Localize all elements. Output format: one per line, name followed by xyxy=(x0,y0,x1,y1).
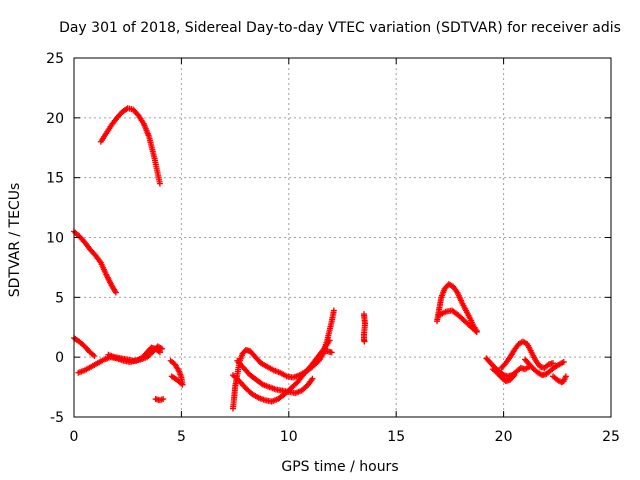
series-arc-3 xyxy=(71,335,98,359)
series-arc-7 xyxy=(167,357,186,388)
chart-title: Day 301 of 2018, Sidereal Day-to-day VTE… xyxy=(59,20,621,36)
series-arc-11 xyxy=(320,348,335,356)
data-point xyxy=(361,338,368,345)
series-arc-9 xyxy=(229,337,333,405)
series-arc-5 xyxy=(105,343,166,364)
data-point xyxy=(170,374,177,381)
y-tick-labels: -5 0 5 10 15 20 25 xyxy=(46,51,64,426)
series-arc-16 xyxy=(489,366,518,385)
data-point xyxy=(328,349,335,356)
series-arc-1 xyxy=(97,105,163,187)
x-axis-label: GPS time / hours xyxy=(281,459,398,475)
data-point xyxy=(510,373,517,380)
data-point xyxy=(309,375,316,382)
series-arc-13 xyxy=(434,281,480,334)
data-point xyxy=(562,373,569,380)
series-arc-12 xyxy=(360,311,369,345)
data-point xyxy=(473,329,480,336)
data-point xyxy=(511,372,518,379)
series-arc-2 xyxy=(71,228,119,296)
y-axis-label: SDTVAR / TECUs xyxy=(7,183,23,298)
data-point xyxy=(156,180,163,187)
series-arc-18 xyxy=(522,356,567,379)
data-point xyxy=(160,396,167,403)
y-tick-label: 10 xyxy=(46,231,64,247)
axis-ticks xyxy=(73,57,612,418)
x-tick-label: 10 xyxy=(280,429,298,445)
data-point xyxy=(560,358,567,365)
y-tick-label: 15 xyxy=(46,171,64,187)
data-point xyxy=(330,307,337,314)
x-tick-label: 0 xyxy=(70,429,79,445)
x-tick-label: 5 xyxy=(177,429,186,445)
data-point xyxy=(550,360,557,367)
x-tick-label: 25 xyxy=(602,429,620,445)
series-arc-14 xyxy=(436,307,480,336)
data-point xyxy=(326,337,333,344)
series-arc-17 xyxy=(498,338,557,371)
x-tick-label: 15 xyxy=(387,429,405,445)
series-arc-10 xyxy=(234,357,316,397)
y-tick-label: 25 xyxy=(46,51,64,67)
series-arc-6 xyxy=(152,396,167,404)
y-tick-label: 5 xyxy=(55,290,64,306)
x-tick-label: 20 xyxy=(495,429,513,445)
data-point xyxy=(112,289,119,296)
y-tick-label: 20 xyxy=(46,111,64,127)
data-point xyxy=(159,345,166,352)
series-arc-19 xyxy=(550,373,569,386)
x-tick-labels: 0 5 10 15 20 25 xyxy=(70,429,620,445)
y-tick-label: -5 xyxy=(50,410,64,426)
data-points xyxy=(71,105,569,412)
data-point xyxy=(156,349,163,356)
y-tick-label: 0 xyxy=(55,350,64,366)
data-point xyxy=(168,373,175,380)
data-point xyxy=(91,352,98,359)
data-point xyxy=(472,327,479,334)
